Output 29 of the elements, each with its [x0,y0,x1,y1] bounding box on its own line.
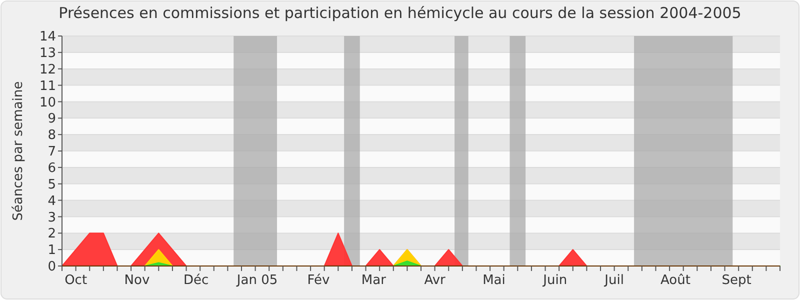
y-tick-label: 10 [39,95,56,110]
x-tick-label: Juin [542,273,568,288]
y-tick-label: 5 [48,177,56,192]
y-tick-label: 13 [39,46,56,61]
x-tick-label: Sept [722,273,752,288]
y-tick-label: 9 [48,112,56,127]
y-tick-label: 2 [48,226,56,242]
y-tick-label: 8 [48,128,56,144]
y-tick-label: 1 [48,243,56,258]
y-axis-title: Séances par semaine [11,81,26,221]
x-tick-label: Avr [424,273,446,288]
y-tick-label: 11 [39,78,56,94]
y-tick-label: 12 [39,62,56,78]
x-tick-label: Fév [307,273,330,288]
x-tick-label: Jan 05 [236,273,278,288]
x-tick-label: Mai [482,273,506,288]
x-tick-label: Nov [124,273,150,288]
x-tick-label: Août [660,273,690,288]
y-tick-label: 4 [48,194,56,209]
y-tick-label: 14 [39,30,56,45]
x-tick-label: Déc [184,273,209,288]
y-tick-label: 7 [48,144,56,160]
x-tick-label: Mar [361,273,387,288]
x-tick-label: Oct [64,273,88,288]
chart-title: Présences en commissions et participation en hémicycle au cours de la session 2004-2005 [58,4,742,22]
y-tick-label: 3 [48,210,56,226]
y-tick-label: 0 [48,260,56,275]
x-tick-label: Juil [604,273,624,288]
y-tick-label: 6 [48,160,56,176]
